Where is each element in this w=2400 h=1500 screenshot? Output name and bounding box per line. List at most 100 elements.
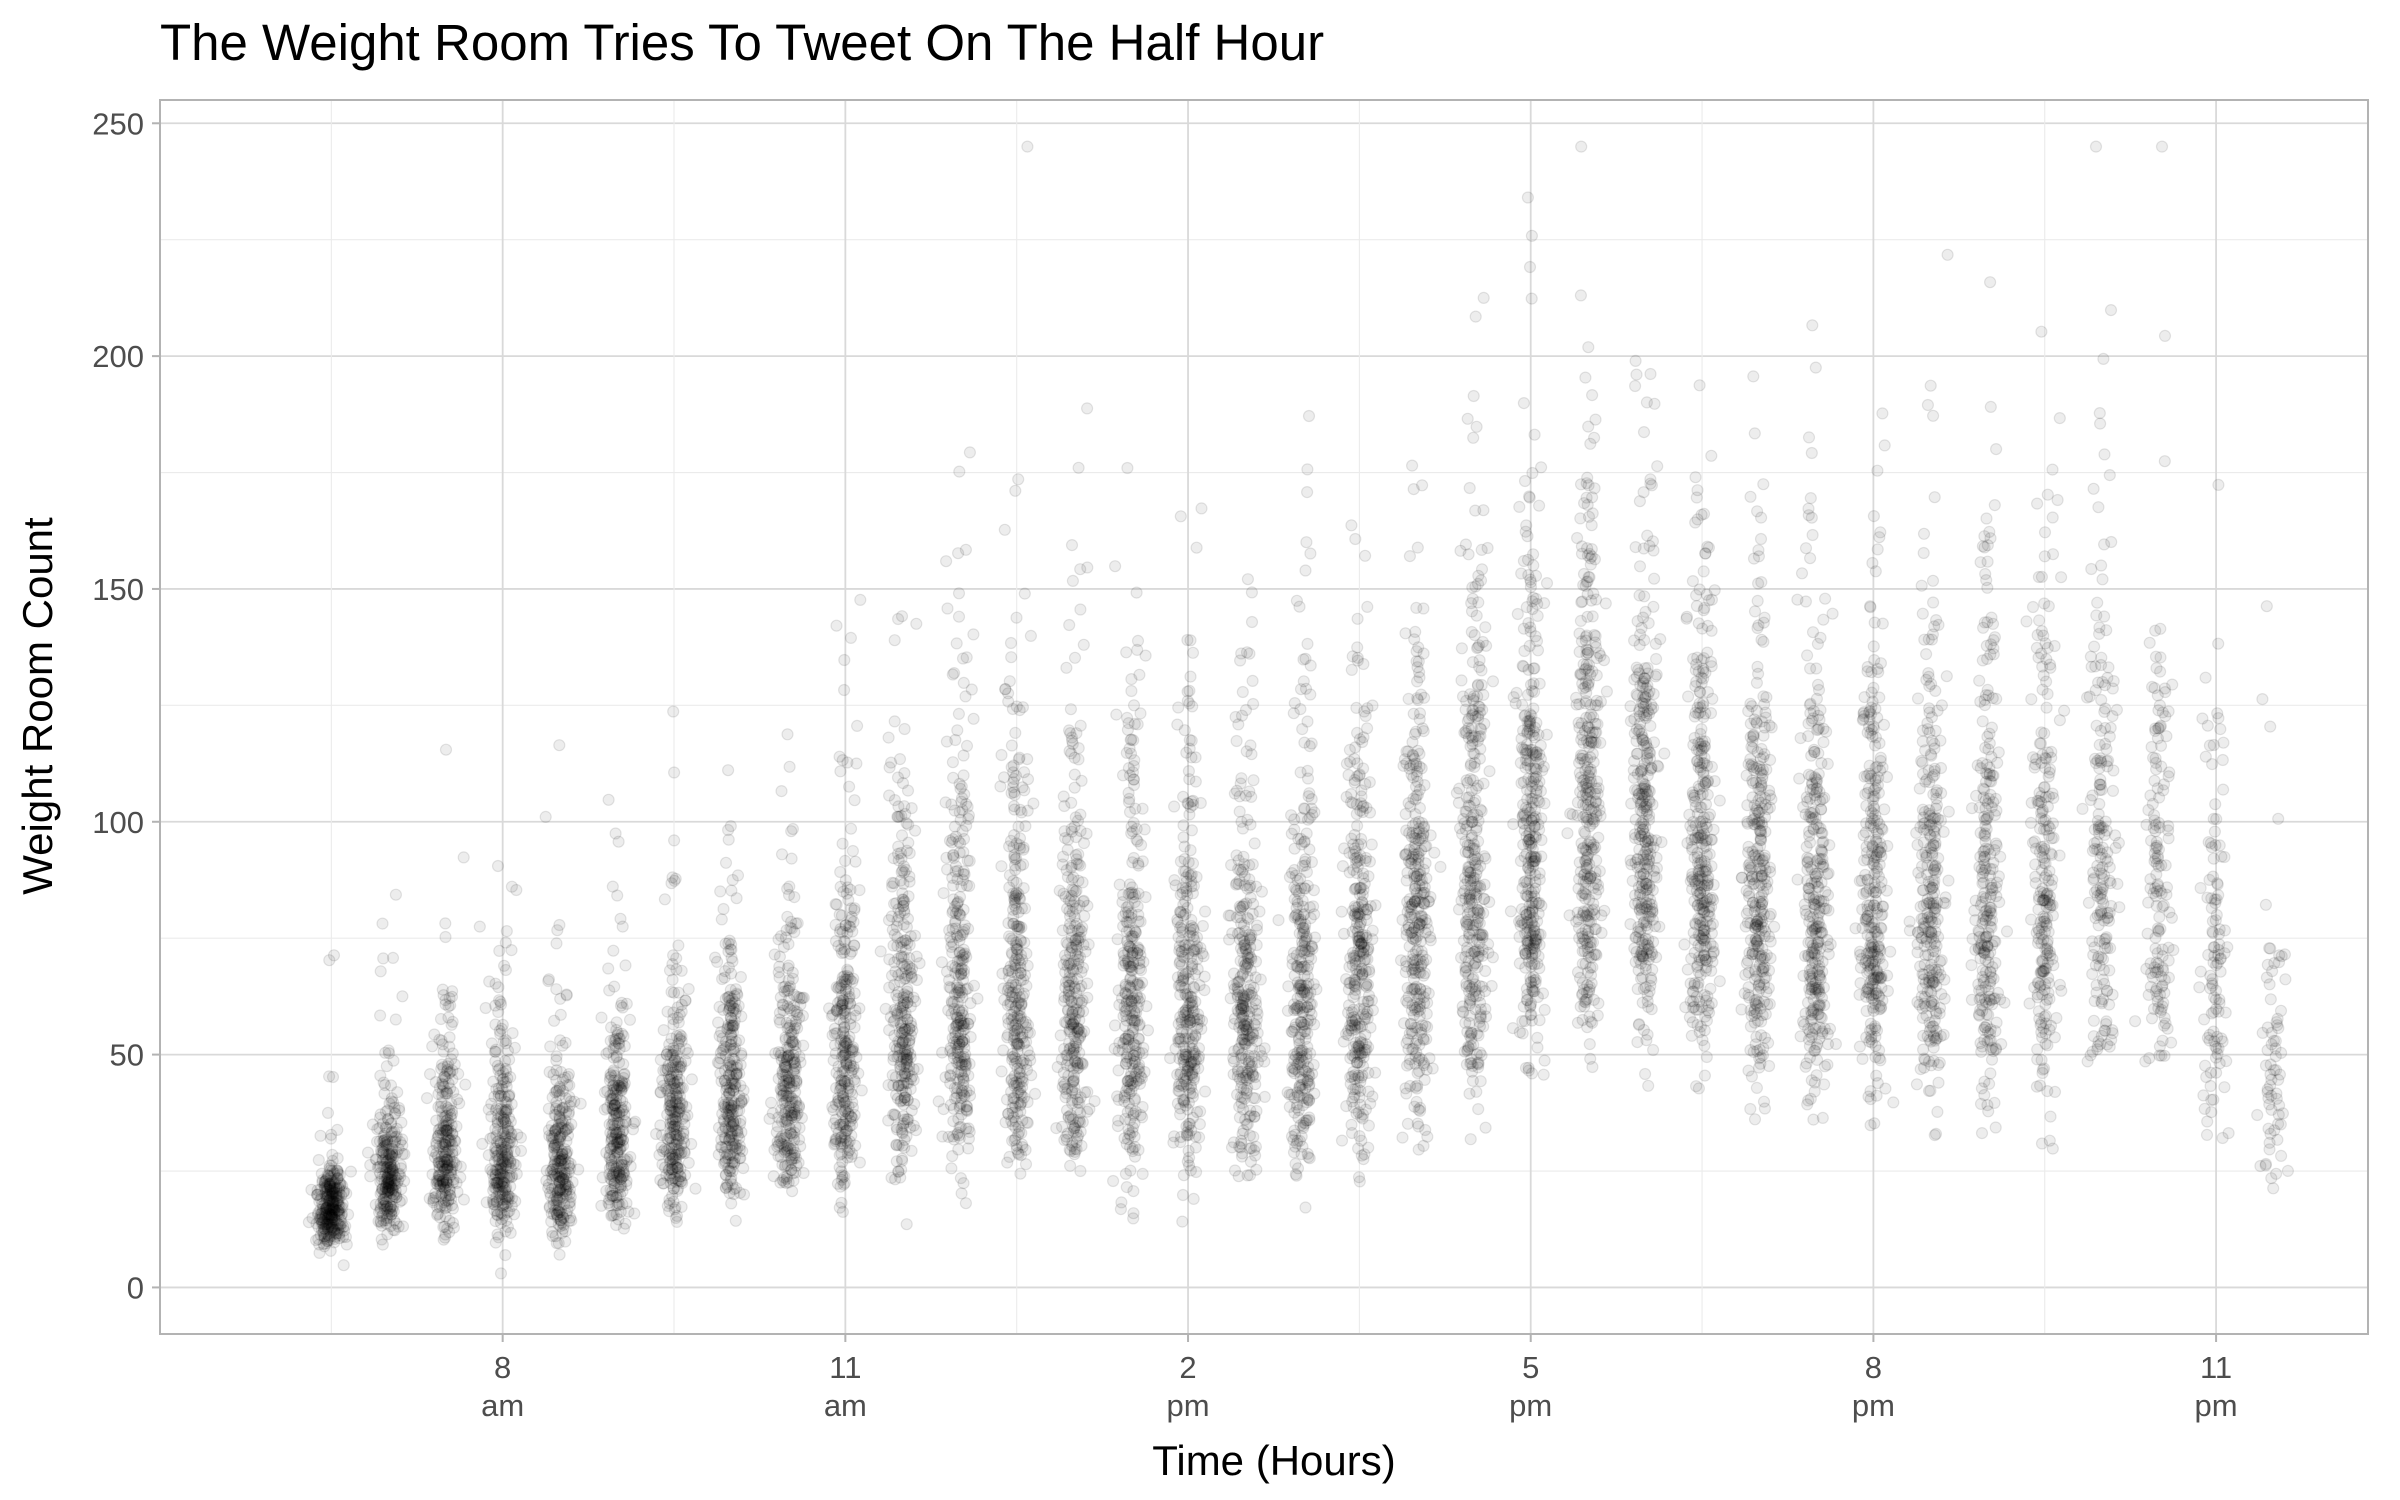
data-point	[1061, 937, 1074, 951]
data-point	[321, 1182, 334, 1196]
data-point	[1007, 874, 1020, 888]
data-point	[726, 873, 739, 887]
data-point	[326, 1164, 339, 1178]
data-point	[440, 1201, 453, 1214]
data-point	[967, 712, 980, 725]
data-point	[611, 1189, 624, 1202]
data-point	[1222, 909, 1235, 922]
data-point	[1241, 1081, 1254, 1094]
data-point	[329, 1226, 342, 1239]
data-point	[663, 964, 677, 977]
data-point	[321, 1216, 334, 1230]
data-point	[542, 974, 555, 988]
data-point	[1182, 1151, 1196, 1164]
data-point	[893, 752, 907, 766]
data-point	[492, 981, 505, 994]
data-point	[440, 1100, 453, 1113]
data-point	[1180, 871, 1193, 884]
data-point	[320, 1189, 333, 1203]
data-point	[314, 1229, 327, 1242]
data-point	[1180, 746, 1193, 759]
data-point	[1077, 638, 1090, 651]
data-point	[826, 1029, 839, 1042]
data-point	[319, 1223, 332, 1236]
data-point	[826, 1008, 840, 1021]
data-point	[781, 728, 794, 741]
data-point	[320, 1209, 333, 1222]
data-point	[329, 1198, 342, 1212]
data-point	[1243, 647, 1256, 660]
data-point	[764, 1096, 778, 1109]
data-point	[337, 1185, 351, 1198]
data-point	[321, 1191, 334, 1204]
data-point	[321, 1178, 334, 1191]
data-point	[335, 1208, 348, 1221]
data-point	[849, 1004, 862, 1017]
data-point	[888, 715, 901, 728]
data-point	[338, 1224, 351, 1237]
data-point	[932, 1095, 945, 1108]
data-point	[725, 1197, 738, 1210]
data-point	[1196, 919, 1210, 933]
data-point	[1235, 815, 1248, 828]
data-point	[331, 1224, 344, 1237]
data-point	[327, 1210, 341, 1224]
data-point	[327, 1168, 340, 1181]
data-point	[1183, 733, 1196, 747]
data-point	[787, 999, 801, 1012]
data-point	[834, 1180, 847, 1193]
data-point	[939, 555, 953, 568]
data-point	[323, 1177, 336, 1191]
data-point	[672, 1174, 685, 1187]
data-point	[1134, 707, 1147, 720]
data-point	[783, 880, 796, 893]
data-point	[323, 1210, 336, 1223]
data-point	[318, 1212, 331, 1225]
data-point	[315, 1224, 329, 1237]
data-point	[602, 793, 615, 806]
data-point	[679, 994, 692, 1007]
data-point	[607, 1079, 620, 1092]
data-point	[1183, 1117, 1197, 1130]
data-point	[780, 924, 793, 937]
data-point	[491, 859, 505, 873]
data-point	[547, 1014, 561, 1027]
data-point	[1174, 905, 1187, 918]
data-point	[331, 1165, 344, 1178]
data-point	[318, 1230, 331, 1243]
data-point	[957, 1176, 970, 1190]
data-point	[1195, 502, 1208, 515]
data-point	[1187, 930, 1200, 943]
data-point	[381, 1154, 395, 1167]
data-point	[620, 997, 633, 1010]
data-point	[317, 1214, 330, 1228]
data-point	[772, 933, 785, 946]
data-point	[1112, 984, 1125, 997]
data-point	[907, 991, 920, 1004]
data-point	[1074, 603, 1087, 616]
data-point	[331, 1195, 344, 1208]
data-point	[844, 822, 858, 835]
data-point	[339, 1219, 352, 1233]
data-point	[328, 1232, 341, 1246]
data-point	[321, 1234, 334, 1247]
data-point	[320, 1191, 333, 1204]
data-point	[1009, 484, 1022, 497]
data-point	[1074, 1164, 1087, 1178]
data-point	[510, 883, 523, 897]
data-point	[340, 1238, 353, 1251]
data-point	[326, 1189, 339, 1202]
data-point	[1122, 716, 1135, 730]
data-point	[951, 724, 964, 737]
data-point	[1193, 1105, 1207, 1118]
data-point	[333, 1199, 346, 1213]
data-point	[325, 1187, 338, 1200]
data-point	[337, 1220, 350, 1233]
data-point	[1243, 785, 1256, 798]
data-point	[1258, 1090, 1271, 1104]
data-point	[715, 972, 729, 986]
data-point	[1080, 402, 1094, 415]
data-point	[1124, 1164, 1137, 1177]
data-point	[1139, 649, 1152, 662]
data-point	[995, 748, 1008, 762]
